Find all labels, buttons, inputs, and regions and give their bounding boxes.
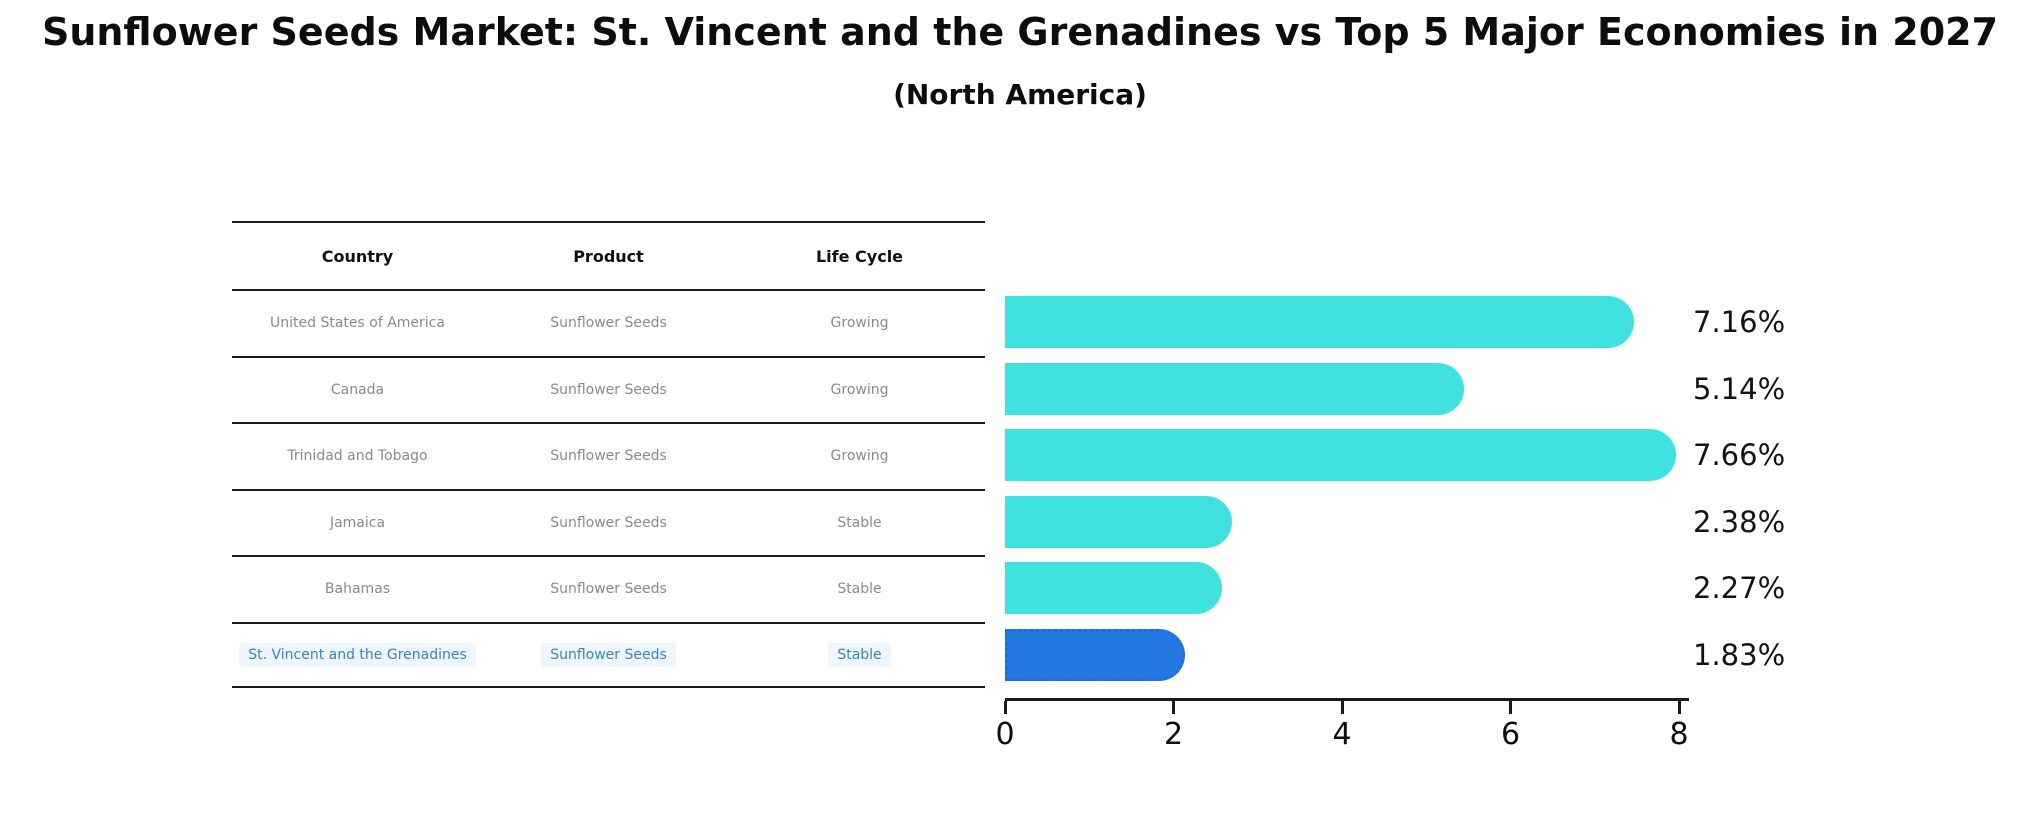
bar-jamaica	[1005, 495, 1232, 548]
x-axis: 0 2 4 6 8	[995, 698, 1689, 758]
country-cell: Canada	[330, 381, 385, 398]
life-cycle-cell: Stable	[837, 581, 882, 598]
bar-row: 7.16%	[1005, 289, 1785, 356]
column-header-life-cycle: Life Cycle	[815, 246, 904, 266]
product-cell: Sunflower Seeds	[550, 448, 667, 465]
bar-canada	[1005, 362, 1465, 415]
country-cell: Jamaica	[329, 514, 386, 531]
x-tick-mark	[1677, 701, 1681, 714]
table-row-trinidad-and-tobago: Trinidad and Tobago Sunflower Seeds Grow…	[232, 422, 985, 489]
bar-united-states	[1005, 296, 1635, 348]
bar-bahamas	[1005, 562, 1223, 614]
life-cycle-cell: Growing	[830, 381, 889, 398]
country-cell: Bahamas	[324, 581, 391, 598]
product-cell: Sunflower Seeds	[550, 381, 667, 398]
table-row-canada: Canada Sunflower Seeds Growing	[232, 355, 985, 423]
x-tick-label: 8	[1669, 717, 1689, 752]
product-cell: Sunflower Seeds	[483, 642, 734, 667]
bar-st-vincent-and-the-grenadines-highlighted	[1005, 628, 1186, 681]
table-row-st-vincent-and-the-grenadines: St. Vincent and the Grenadines Sunflower…	[232, 621, 985, 688]
bar-row: 1.83%	[1005, 622, 1785, 689]
highlighted-life-cycle-text: Stable	[828, 642, 891, 667]
table-header-row: Country Product Life Cycle	[232, 221, 985, 289]
column-header-product: Product	[573, 246, 644, 266]
country-cell: Trinidad and Tobago	[287, 448, 428, 465]
x-tick-mark	[1509, 701, 1512, 714]
x-tick-label: 4	[1332, 717, 1352, 752]
x-tick-mark	[1003, 701, 1007, 714]
bar-row: 2.38%	[1005, 489, 1785, 556]
x-axis-line	[1005, 698, 1689, 701]
bar-value-label: 7.66%	[1693, 438, 1786, 473]
country-cell: United States of America	[270, 315, 445, 332]
bar-row: 2.27%	[1005, 555, 1785, 622]
table-row-bahamas: Bahamas Sunflower Seeds Stable	[232, 555, 985, 622]
table-row-united-states: United States of America Sunflower Seeds…	[232, 289, 985, 356]
product-cell: Sunflower Seeds	[550, 581, 667, 598]
product-cell: Sunflower Seeds	[550, 514, 667, 531]
country-cell: St. Vincent and the Grenadines	[232, 642, 483, 667]
bar-plot-area: 7.16% 5.14% 7.66% 2.38% 2.27% 1.83%	[1005, 289, 1785, 689]
bar-value-label: 7.16%	[1693, 305, 1786, 340]
chart-title: Sunflower Seeds Market: St. Vincent and …	[41, 10, 1999, 54]
chart-subtitle: (North America)	[893, 78, 1147, 111]
bar-value-label: 5.14%	[1693, 371, 1786, 406]
country-table: Country Product Life Cycle United States…	[232, 221, 985, 688]
bar-value-label: 2.27%	[1693, 571, 1786, 606]
life-cycle-cell: Stable	[837, 514, 882, 531]
bar-value-label: 1.83%	[1693, 637, 1786, 672]
x-tick-label: 0	[995, 717, 1015, 752]
bar-row: 7.66%	[1005, 422, 1785, 489]
table-row-jamaica: Jamaica Sunflower Seeds Stable	[232, 488, 985, 556]
bar-value-label: 2.38%	[1693, 504, 1786, 539]
x-tick-label: 6	[1500, 717, 1521, 752]
bar-trinidad-and-tobago	[1005, 429, 1677, 481]
highlighted-product-text: Sunflower Seeds	[541, 642, 676, 667]
x-tick-label: 2	[1163, 717, 1184, 752]
x-tick-mark	[1172, 701, 1175, 714]
x-tick-mark	[1340, 701, 1344, 714]
bar-row: 5.14%	[1005, 356, 1785, 423]
life-cycle-cell: Stable	[734, 642, 985, 667]
highlighted-country-text: St. Vincent and the Grenadines	[239, 642, 476, 667]
product-cell: Sunflower Seeds	[550, 315, 667, 332]
column-header-country: Country	[321, 246, 394, 266]
life-cycle-cell: Growing	[830, 448, 889, 465]
life-cycle-cell: Growing	[830, 315, 889, 332]
